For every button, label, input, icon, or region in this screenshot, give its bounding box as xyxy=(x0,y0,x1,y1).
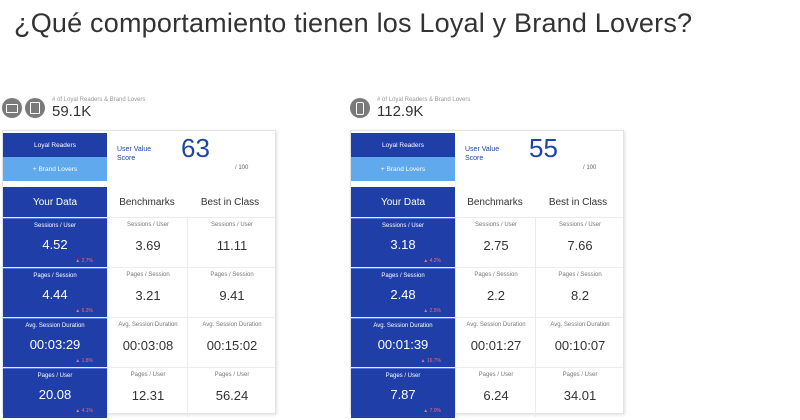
metric-row: Avg. Session Duration 00:03:29 ▲ 1.8% Av… xyxy=(3,317,276,368)
user-value-score: 63 xyxy=(181,133,210,163)
score-max: / 100 xyxy=(235,165,249,171)
metric-row: Pages / User 20.08 ▲ 4.1% Pages / User 1… xyxy=(3,367,276,418)
benchmark-cell: Pages / User 6.24 xyxy=(455,368,536,417)
desktop-icon xyxy=(2,98,22,118)
delta-value: ▲ 7.0% xyxy=(423,408,441,414)
segment-brand-lovers[interactable]: + Brand Lovers xyxy=(351,157,455,181)
benchmark-cell: Avg. Session Duration 00:01:27 xyxy=(455,318,536,367)
benchmark-cell: Pages / Session 2.2 xyxy=(455,268,536,317)
benchmark-cell: Pages / User 12.31 xyxy=(107,368,188,417)
col-benchmarks: Benchmarks xyxy=(467,196,523,208)
scorecard: Loyal Readers + Brand Lovers User Value S… xyxy=(2,130,276,418)
panel-header: # of Loyal Readers & Brand Lovers 59.1K xyxy=(2,90,145,126)
best-in-class-cell: Sessions / User 11.11 xyxy=(187,218,276,267)
your-value: 00:01:39 xyxy=(377,337,429,352)
your-value: 3.18 xyxy=(390,237,416,252)
benchmark-cell: Sessions / User 2.75 xyxy=(455,218,536,267)
metric-row: Pages / Session 2.48 ▲ 2.5% Pages / Sess… xyxy=(351,267,624,318)
your-value: 20.08 xyxy=(38,387,72,402)
benchmark-cell: Avg. Session Duration 00:03:08 xyxy=(107,318,188,367)
best-in-class-cell: Pages / User 34.01 xyxy=(535,368,624,417)
best-in-class-cell: Pages / User 56.24 xyxy=(187,368,276,417)
delta-value: ▲ 4.2% xyxy=(423,258,441,264)
segment-loyal-readers[interactable]: Loyal Readers xyxy=(351,133,455,157)
your-value: 4.44 xyxy=(42,287,68,302)
segment-count: 59.1K xyxy=(52,103,92,120)
your-data-cell: Pages / Session 2.48 ▲ 2.5% xyxy=(351,268,455,318)
your-data-cell: Pages / User 20.08 ▲ 4.1% xyxy=(3,368,107,418)
benchmark-cell: Pages / Session 3.21 xyxy=(107,268,188,317)
benchmark-cell: Sessions / User 3.69 xyxy=(107,218,188,267)
score-max: / 100 xyxy=(583,165,597,171)
col-your-data: Your Data xyxy=(351,187,455,217)
page-title: ¿Qué comportamiento tienen los Loyal y B… xyxy=(14,8,693,38)
panel-header: # of Loyal Readers & Brand Lovers 112.9K xyxy=(350,90,470,126)
delta-value: ▲ 2.7% xyxy=(75,258,93,264)
metric-row: Pages / Session 4.44 ▲ 6.3% Pages / Sess… xyxy=(3,267,276,318)
segment-brand-lovers[interactable]: + Brand Lovers xyxy=(3,157,107,181)
segment-count-label: # of Loyal Readers & Brand Lovers xyxy=(52,97,146,103)
delta-value: ▲ 6.3% xyxy=(75,308,93,314)
metric-row: Pages / User 7.87 ▲ 7.0% Pages / User 6.… xyxy=(351,367,624,418)
metric-row: Avg. Session Duration 00:01:39 ▲ 16.7% A… xyxy=(351,317,624,368)
segment-count-label: # of Loyal Readers & Brand Lovers xyxy=(377,97,471,103)
your-data-cell: Pages / Session 4.44 ▲ 6.3% xyxy=(3,268,107,318)
delta-value: ▲ 16.7% xyxy=(420,358,441,364)
col-best-in-class: Best in Class xyxy=(200,196,260,208)
mobile-panel: # of Loyal Readers & Brand Lovers 112.9K… xyxy=(350,90,640,418)
phone-icon xyxy=(350,98,370,118)
best-in-class-cell: Pages / Session 8.2 xyxy=(535,268,624,317)
tablet-icon xyxy=(25,98,45,118)
your-value: 4.52 xyxy=(42,237,68,252)
user-value-score: 55 xyxy=(529,133,558,163)
your-value: 00:03:29 xyxy=(29,337,81,352)
segment-loyal-readers[interactable]: Loyal Readers xyxy=(3,133,107,157)
your-data-cell: Avg. Session Duration 00:01:39 ▲ 16.7% xyxy=(351,318,455,368)
scorecard: Loyal Readers + Brand Lovers User Value S… xyxy=(350,130,624,418)
your-data-cell: Sessions / User 3.18 ▲ 4.2% xyxy=(351,218,455,268)
col-your-data: Your Data xyxy=(3,187,107,217)
best-in-class-cell: Sessions / User 7.66 xyxy=(535,218,624,267)
desktop-tablet-panel: # of Loyal Readers & Brand Lovers 59.1K … xyxy=(2,90,292,418)
your-value: 2.48 xyxy=(390,287,416,302)
col-benchmarks: Benchmarks xyxy=(119,196,175,208)
your-data-cell: Sessions / User 4.52 ▲ 2.7% xyxy=(3,218,107,268)
col-best-in-class: Best in Class xyxy=(548,196,608,208)
delta-value: ▲ 4.1% xyxy=(75,408,93,414)
best-in-class-cell: Pages / Session 9.41 xyxy=(187,268,276,317)
user-value-score-label: User Value Score xyxy=(117,146,152,162)
metric-row: Sessions / User 4.52 ▲ 2.7% Sessions / U… xyxy=(3,217,276,268)
user-value-score-label: User Value Score xyxy=(465,146,500,162)
your-data-cell: Avg. Session Duration 00:03:29 ▲ 1.8% xyxy=(3,318,107,368)
segment-count: 112.9K xyxy=(377,103,424,120)
delta-value: ▲ 1.8% xyxy=(75,358,93,364)
best-in-class-cell: Avg. Session Duration 00:10:07 xyxy=(535,318,624,367)
your-data-cell: Pages / User 7.87 ▲ 7.0% xyxy=(351,368,455,418)
your-value: 7.87 xyxy=(390,387,416,402)
best-in-class-cell: Avg. Session Duration 00:15:02 xyxy=(187,318,276,367)
delta-value: ▲ 2.5% xyxy=(423,308,441,314)
metric-row: Sessions / User 3.18 ▲ 4.2% Sessions / U… xyxy=(351,217,624,268)
